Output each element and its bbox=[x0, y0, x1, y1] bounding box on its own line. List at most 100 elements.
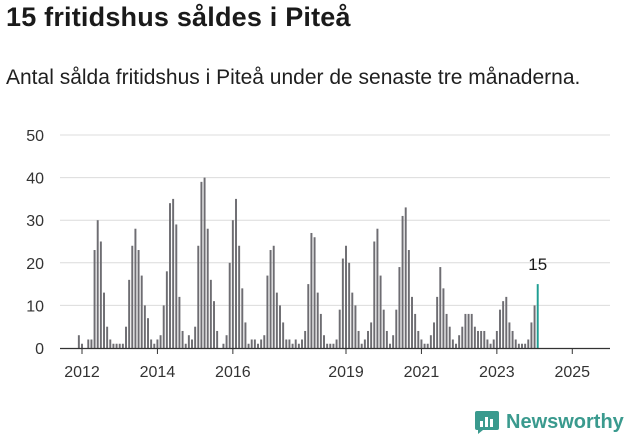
newsworthy-logo-icon bbox=[475, 411, 499, 434]
bar bbox=[121, 343, 124, 348]
bar bbox=[502, 301, 505, 348]
bar bbox=[304, 330, 307, 348]
x-tick-label: 2016 bbox=[215, 364, 251, 381]
bar bbox=[417, 330, 420, 348]
bar bbox=[172, 198, 175, 348]
bar bbox=[250, 339, 253, 348]
bar bbox=[451, 339, 454, 348]
bar bbox=[467, 313, 470, 348]
bar bbox=[514, 339, 517, 348]
bar bbox=[470, 313, 473, 348]
bar bbox=[511, 330, 514, 348]
bar bbox=[395, 309, 398, 348]
bar bbox=[357, 330, 360, 348]
bar bbox=[244, 322, 247, 348]
bar bbox=[184, 343, 187, 348]
chart-subtitle: Antal sålda fritidshus i Piteå under de … bbox=[6, 66, 581, 89]
bar bbox=[329, 343, 332, 348]
y-tick-label: 20 bbox=[26, 256, 44, 273]
bar bbox=[348, 262, 351, 348]
bar bbox=[257, 343, 259, 348]
bar bbox=[247, 343, 250, 348]
bar bbox=[147, 318, 149, 348]
bar bbox=[228, 262, 231, 348]
bar bbox=[477, 330, 479, 348]
x-tick-label: 2019 bbox=[328, 364, 364, 381]
y-axis-labels: 0 10 20 30 40 50 bbox=[26, 128, 44, 358]
bar bbox=[272, 245, 275, 348]
bar bbox=[206, 228, 209, 348]
bar bbox=[439, 267, 442, 348]
bar bbox=[165, 271, 168, 348]
bar bbox=[445, 313, 448, 348]
bar bbox=[288, 339, 291, 348]
bar bbox=[203, 177, 206, 348]
bar bbox=[125, 326, 127, 348]
bar bbox=[194, 326, 197, 348]
bar bbox=[433, 322, 435, 348]
bar bbox=[524, 343, 527, 348]
bar bbox=[109, 339, 112, 348]
bar bbox=[414, 313, 417, 348]
bar bbox=[216, 330, 219, 348]
bar bbox=[291, 343, 294, 348]
bar bbox=[382, 309, 385, 348]
bar bbox=[389, 343, 391, 348]
bar bbox=[398, 267, 401, 348]
bars bbox=[77, 177, 539, 348]
bar bbox=[483, 330, 486, 348]
bar bbox=[411, 296, 413, 348]
x-tick-label: 2021 bbox=[404, 364, 440, 381]
y-tick-label: 40 bbox=[26, 171, 44, 188]
bar bbox=[213, 301, 215, 348]
bar bbox=[266, 275, 269, 348]
annotations: 15 bbox=[528, 255, 547, 274]
bar bbox=[319, 313, 322, 348]
bar bbox=[81, 343, 83, 348]
x-tick-label: 2023 bbox=[479, 364, 515, 381]
gridlines bbox=[60, 134, 610, 306]
y-tick-label: 30 bbox=[26, 213, 44, 230]
bar bbox=[153, 343, 156, 348]
bar bbox=[480, 330, 483, 348]
x-axis-labels: 2012 2014 2016 2019 2021 2023 2025 bbox=[64, 364, 590, 381]
bar bbox=[499, 309, 501, 348]
brand-name: Newsworthy bbox=[506, 410, 624, 433]
bar bbox=[178, 296, 181, 348]
bar bbox=[486, 339, 489, 348]
y-tick-label: 0 bbox=[35, 341, 44, 358]
bar bbox=[351, 292, 354, 348]
bar bbox=[260, 339, 263, 348]
bar bbox=[360, 343, 363, 348]
bar bbox=[222, 343, 225, 348]
bar bbox=[313, 237, 316, 348]
bar bbox=[140, 275, 143, 348]
bar bbox=[297, 343, 300, 348]
bar bbox=[181, 330, 184, 348]
y-tick-label: 50 bbox=[26, 128, 44, 145]
bar bbox=[235, 198, 237, 348]
bar bbox=[316, 292, 319, 348]
bar bbox=[115, 343, 118, 348]
bar bbox=[458, 335, 461, 348]
bar bbox=[335, 339, 338, 348]
bar bbox=[90, 339, 93, 348]
bar bbox=[332, 343, 335, 348]
bar bbox=[263, 335, 266, 348]
bar bbox=[505, 296, 508, 348]
bar bbox=[379, 275, 382, 348]
bar bbox=[307, 284, 310, 348]
bar bbox=[448, 326, 451, 348]
bar bbox=[533, 305, 536, 348]
bar bbox=[294, 339, 297, 348]
bar bbox=[530, 322, 533, 348]
bar bbox=[323, 335, 325, 348]
bar bbox=[175, 224, 178, 348]
bar bbox=[231, 220, 234, 348]
bar bbox=[367, 330, 369, 348]
bar bbox=[197, 245, 200, 348]
bar bbox=[436, 296, 439, 348]
bar bbox=[87, 339, 90, 348]
bar bbox=[225, 335, 228, 348]
bar bbox=[103, 292, 105, 348]
